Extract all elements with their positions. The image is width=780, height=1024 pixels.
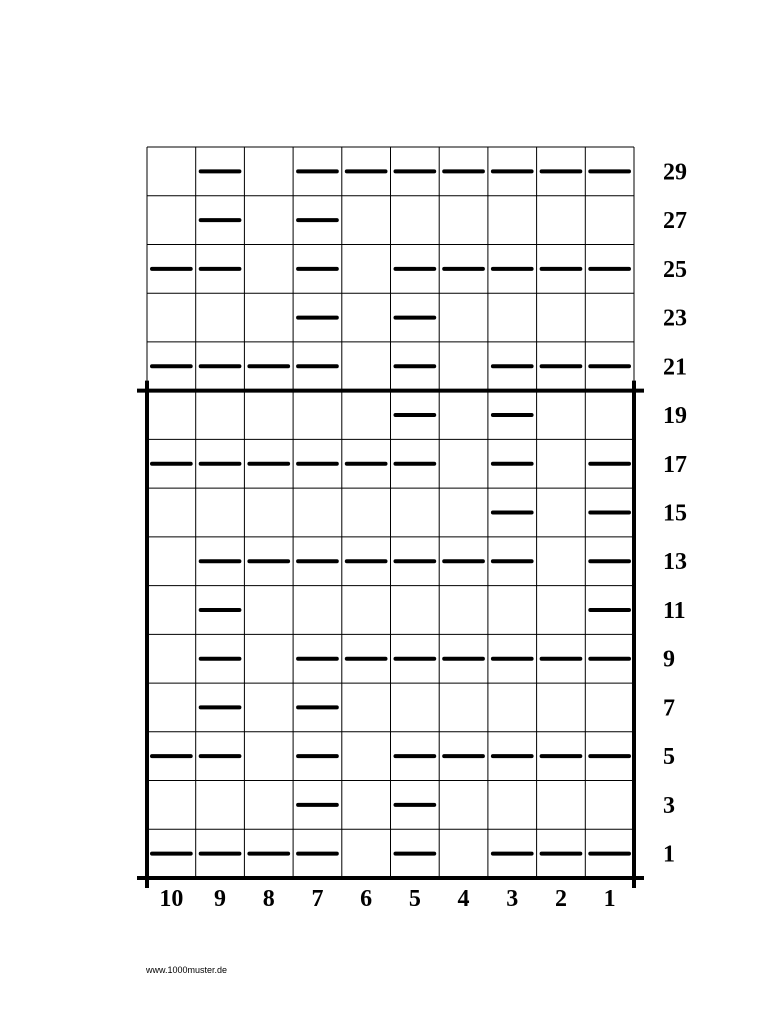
row-label: 15 [663,501,687,527]
row-label: 1 [663,842,675,868]
row-label: 25 [663,257,687,283]
column-label: 6 [360,886,372,912]
column-label: 10 [159,886,183,912]
row-label: 13 [663,549,687,575]
row-label: 19 [663,403,687,429]
row-label: 21 [663,354,687,380]
row-label: 23 [663,306,687,332]
column-label: 3 [506,886,518,912]
row-label: 3 [663,793,675,819]
column-label: 7 [311,886,323,912]
column-label: 5 [409,886,421,912]
column-label: 8 [263,886,275,912]
column-label: 4 [458,886,470,912]
row-label: 29 [663,159,687,185]
row-label: 11 [663,598,686,624]
column-label: 1 [604,886,616,912]
row-label: 9 [663,647,675,673]
row-label: 5 [663,744,675,770]
column-label: 2 [555,886,567,912]
row-label: 7 [663,695,675,721]
footer-url: www.1000muster.de [146,965,228,975]
column-label: 9 [214,886,226,912]
row-label: 17 [663,452,687,478]
row-label: 27 [663,208,687,234]
